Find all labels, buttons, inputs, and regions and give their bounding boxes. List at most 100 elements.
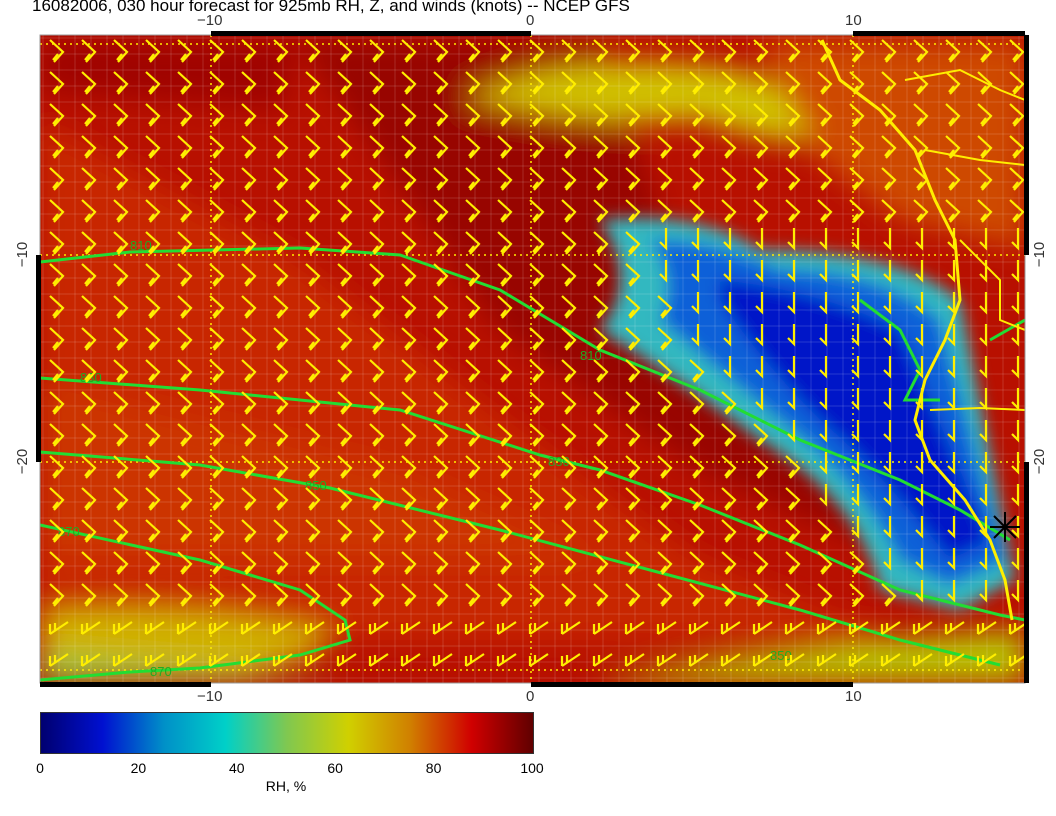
wind-barb: [305, 359, 321, 383]
wind-barb: [947, 484, 956, 507]
wind-barb: [529, 39, 545, 63]
wind-barb: [145, 391, 161, 415]
wind-barb: [979, 452, 988, 475]
wind-barb: [625, 167, 641, 191]
wind-barb: [496, 621, 517, 635]
wind-barb: [400, 621, 421, 635]
wind-barb: [625, 583, 641, 607]
wind-barb: [689, 391, 705, 415]
wind-barb: [465, 583, 481, 607]
wind-barb: [977, 103, 993, 127]
colorbar-tick: 80: [425, 760, 442, 776]
wind-barb: [433, 135, 449, 159]
wind-barb: [561, 39, 577, 63]
wind-barb: [337, 327, 353, 351]
wind-barb: [241, 327, 257, 351]
wind-barb: [497, 263, 513, 287]
wind-barb: [561, 231, 577, 255]
wind-barb: [593, 295, 609, 319]
wind-barb: [81, 455, 97, 479]
wind-barb: [401, 231, 417, 255]
wind-barb: [755, 260, 764, 283]
bottom-tick: 0: [526, 688, 535, 705]
contour-label: 810: [130, 238, 152, 253]
wind-barb: [496, 653, 517, 667]
wind-barb: [113, 359, 129, 383]
wind-barb: [848, 621, 869, 635]
wind-barb: [593, 39, 609, 63]
lat-lon-grid: [40, 35, 1025, 683]
wind-barb: [720, 621, 741, 635]
wind-barb: [849, 199, 865, 223]
wind-barb: [529, 103, 545, 127]
wind-barb: [529, 327, 545, 351]
wind-barb: [913, 39, 929, 63]
wind-barb: [49, 487, 65, 511]
wind-barb: [369, 359, 385, 383]
wind-barb: [657, 423, 673, 447]
wind-barb: [979, 356, 988, 379]
wind-barb: [465, 231, 481, 255]
wind-barb: [337, 263, 353, 287]
wind-barb: [337, 423, 353, 447]
wind-barb: [81, 519, 97, 543]
wind-barb: [49, 423, 65, 447]
wind-barb: [561, 391, 577, 415]
wind-barb: [81, 391, 97, 415]
wind-barb: [241, 583, 257, 607]
wind-barb: [881, 167, 897, 191]
wind-barb: [497, 71, 513, 95]
wind-barb: [176, 653, 197, 667]
wind-barb: [753, 583, 769, 607]
wind-barb: [81, 263, 97, 287]
wind-barb: [401, 423, 417, 447]
wind-barb: [883, 260, 892, 283]
wind-barb: [433, 327, 449, 351]
wind-barb: [401, 135, 417, 159]
wind-barb: [81, 583, 97, 607]
wind-barb: [273, 263, 289, 287]
wind-barb: [851, 484, 860, 507]
wind-barb: [305, 231, 321, 255]
wind-barb: [817, 103, 833, 127]
wind-barb: [209, 391, 225, 415]
wind-barb: [625, 295, 641, 319]
wind-barb: [915, 452, 924, 475]
wind-barb: [497, 391, 513, 415]
wind-barb: [369, 167, 385, 191]
wind-barb: [625, 71, 641, 95]
wind-barb: [529, 487, 545, 511]
wind-barb: [401, 551, 417, 575]
wind-barb: [657, 135, 673, 159]
wind-barb: [209, 199, 225, 223]
wind-barb: [369, 583, 385, 607]
wind-barb: [337, 359, 353, 383]
wind-barb: [177, 39, 193, 63]
wind-barb: [177, 423, 193, 447]
wind-barb: [849, 103, 865, 127]
wind-barb: [113, 167, 129, 191]
wind-barb: [593, 359, 609, 383]
wind-barb: [881, 199, 897, 223]
wind-barb: [944, 621, 965, 635]
wind-barb: [851, 420, 860, 443]
wind-barb: [883, 228, 892, 251]
wind-barb: [945, 39, 961, 63]
wind-barb: [561, 551, 577, 575]
wind-barb: [241, 71, 257, 95]
wind-barb: [593, 199, 609, 223]
wind-barb: [979, 548, 988, 571]
wind-barb: [177, 167, 193, 191]
wind-barb: [113, 423, 129, 447]
wind-barb: [1011, 228, 1020, 251]
wind-barb: [915, 484, 924, 507]
wind-barb: [145, 487, 161, 511]
wind-barb: [273, 295, 289, 319]
wind-barb: [561, 455, 577, 479]
wind-barb: [209, 135, 225, 159]
wind-barb: [1011, 260, 1020, 283]
wind-barb: [433, 519, 449, 543]
wind-barb: [209, 583, 225, 607]
wind-barb: [593, 327, 609, 351]
wind-barb: [241, 423, 257, 447]
